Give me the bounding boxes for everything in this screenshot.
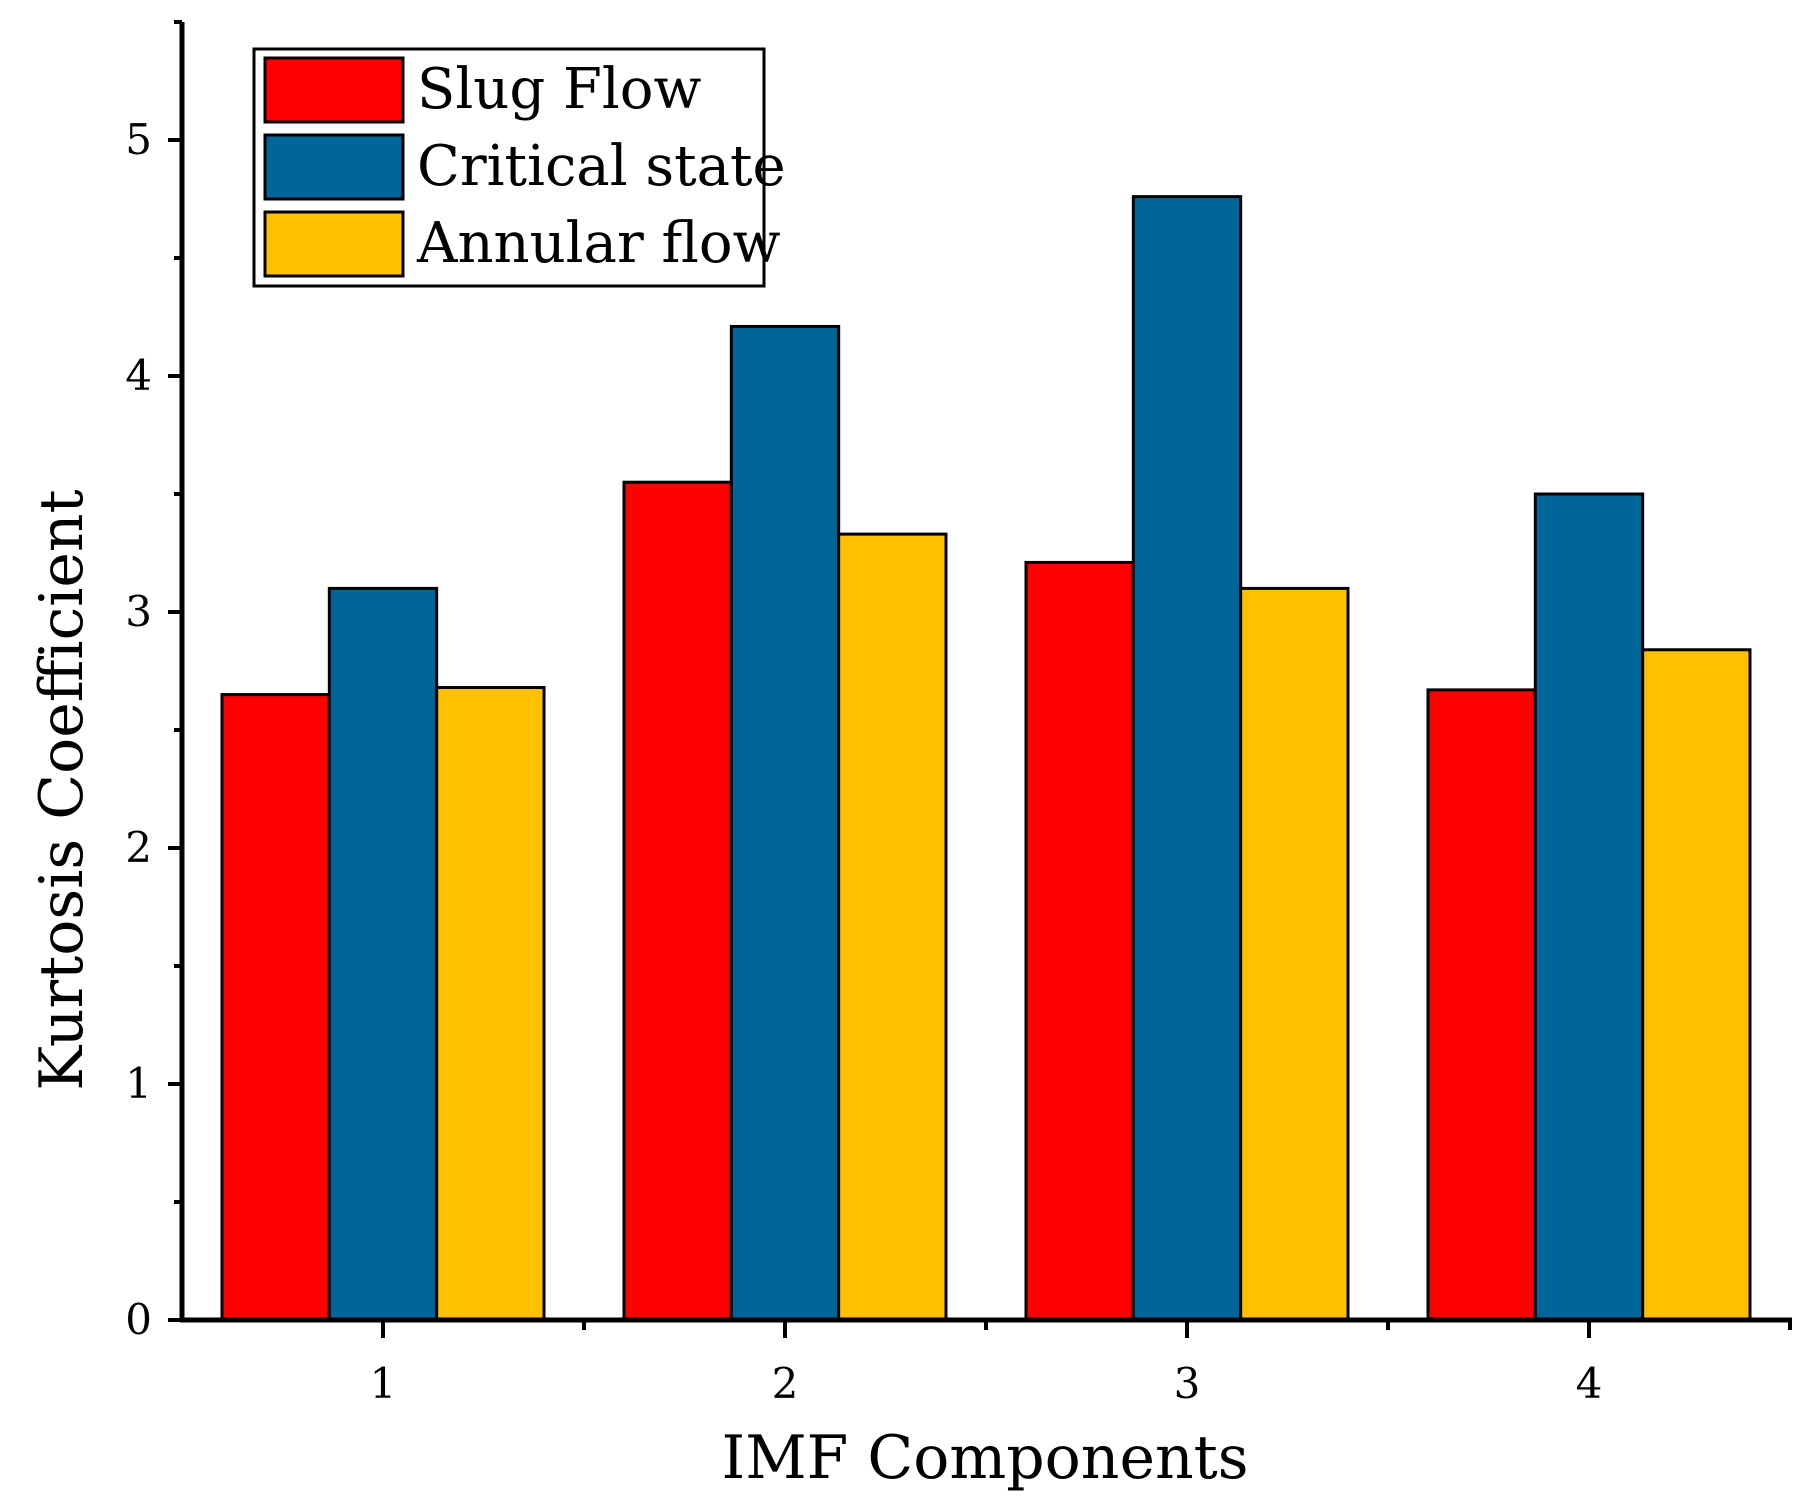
- bar-slug-flow-4: [1426, 688, 1537, 1322]
- y-tick-label: 0: [125, 1295, 152, 1344]
- bar-critical-state-3: [1131, 195, 1243, 1322]
- legend-label-annular-flow: Annular flow: [416, 211, 781, 276]
- bar-slug-flow-3: [1024, 560, 1135, 1322]
- y-axis-title: Kurtosis Coefficient: [27, 489, 97, 1090]
- y-tick-label: 5: [125, 115, 152, 164]
- legend-swatch-critical-state: [263, 133, 405, 201]
- bar-annular-flow-2: [837, 532, 948, 1322]
- y-ticks-group: 0 1 2 3 4 5: [125, 20, 182, 1344]
- x-tick-label: 3: [1174, 1359, 1201, 1408]
- bar-critical-state-1: [327, 586, 439, 1322]
- bar-critical-state-2: [729, 324, 841, 1322]
- legend-swatch-slug-flow: [263, 56, 405, 124]
- bar-annular-flow-1: [435, 686, 546, 1322]
- x-axis-title: IMF Components: [722, 1423, 1249, 1493]
- y-tick-label: 4: [125, 351, 152, 400]
- legend-label-slug-flow: Slug Flow: [417, 57, 701, 122]
- bars-group: [220, 195, 1752, 1322]
- y-tick-label: 1: [125, 1059, 152, 1108]
- y-tick-label: 2: [125, 823, 152, 872]
- bar-annular-flow-4: [1641, 648, 1752, 1322]
- x-tick-label: 4: [1576, 1359, 1603, 1408]
- x-ticks-group: 1 2 3 4: [370, 1320, 1792, 1408]
- bar-slug-flow-2: [622, 480, 733, 1322]
- x-tick-label: 2: [772, 1359, 799, 1408]
- legend-label-critical-state: Critical state: [417, 134, 786, 199]
- bar-critical-state-4: [1533, 492, 1645, 1322]
- legend: Slug Flow Critical state Annular flow: [252, 47, 786, 288]
- legend-swatch-annular-flow: [263, 210, 405, 278]
- bar-annular-flow-3: [1239, 586, 1350, 1322]
- y-tick-label: 3: [125, 587, 152, 636]
- bar-slug-flow-1: [220, 693, 331, 1322]
- x-tick-label: 1: [370, 1359, 397, 1408]
